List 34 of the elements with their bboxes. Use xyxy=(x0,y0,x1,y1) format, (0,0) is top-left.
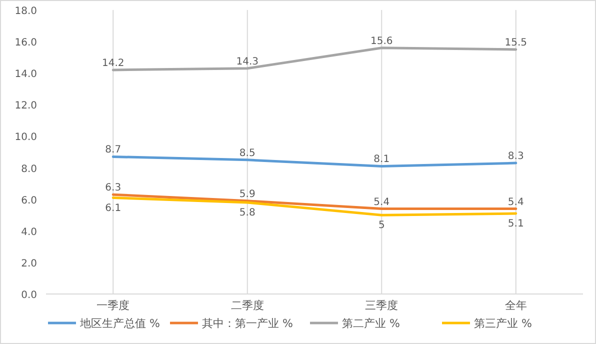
data-label: 5 xyxy=(378,220,385,232)
data-label: 8.7 xyxy=(105,144,122,156)
data-label: 15.5 xyxy=(504,37,528,48)
y-tick-label: 12.0 xyxy=(14,100,37,112)
data-label: 5.4 xyxy=(374,196,390,208)
data-label: 5.4 xyxy=(508,196,524,208)
legend-label: 地区生产总值 % xyxy=(79,317,160,330)
data-label: 5.1 xyxy=(508,218,524,230)
data-label: 8.5 xyxy=(239,148,256,159)
y-tick-label: 18.0 xyxy=(14,6,37,17)
y-tick-label: 0.0 xyxy=(21,290,37,301)
data-label: 8.1 xyxy=(374,154,390,166)
data-label: 14.2 xyxy=(102,58,124,69)
data-label: 8.3 xyxy=(508,151,524,162)
legend-label: 第三产业 % xyxy=(474,317,532,330)
data-label: 5.9 xyxy=(239,188,256,200)
legend-label: 其中：第一产业 % xyxy=(202,317,293,330)
y-tick-label: 14.0 xyxy=(14,69,37,80)
data-label: 15.6 xyxy=(370,36,393,47)
x-tick-label: 全年 xyxy=(504,299,527,312)
y-tick-label: 16.0 xyxy=(14,38,37,49)
data-label: 5.8 xyxy=(239,207,256,218)
y-tick-label: 8.0 xyxy=(21,164,37,175)
y-tick-label: 4.0 xyxy=(21,226,37,238)
data-label: 6.1 xyxy=(105,202,122,214)
x-tick-label: 三季度 xyxy=(365,299,398,312)
y-tick-label: 2.0 xyxy=(21,258,37,270)
x-tick-label: 一季度 xyxy=(96,299,130,312)
data-label: 6.3 xyxy=(105,182,122,194)
data-label: 14.3 xyxy=(236,56,259,68)
x-tick-label: 二季度 xyxy=(230,299,264,312)
y-tick-label: 10.0 xyxy=(14,132,37,144)
legend-label: 第二产业 % xyxy=(342,317,400,330)
y-tick-label: 6.0 xyxy=(21,195,37,206)
